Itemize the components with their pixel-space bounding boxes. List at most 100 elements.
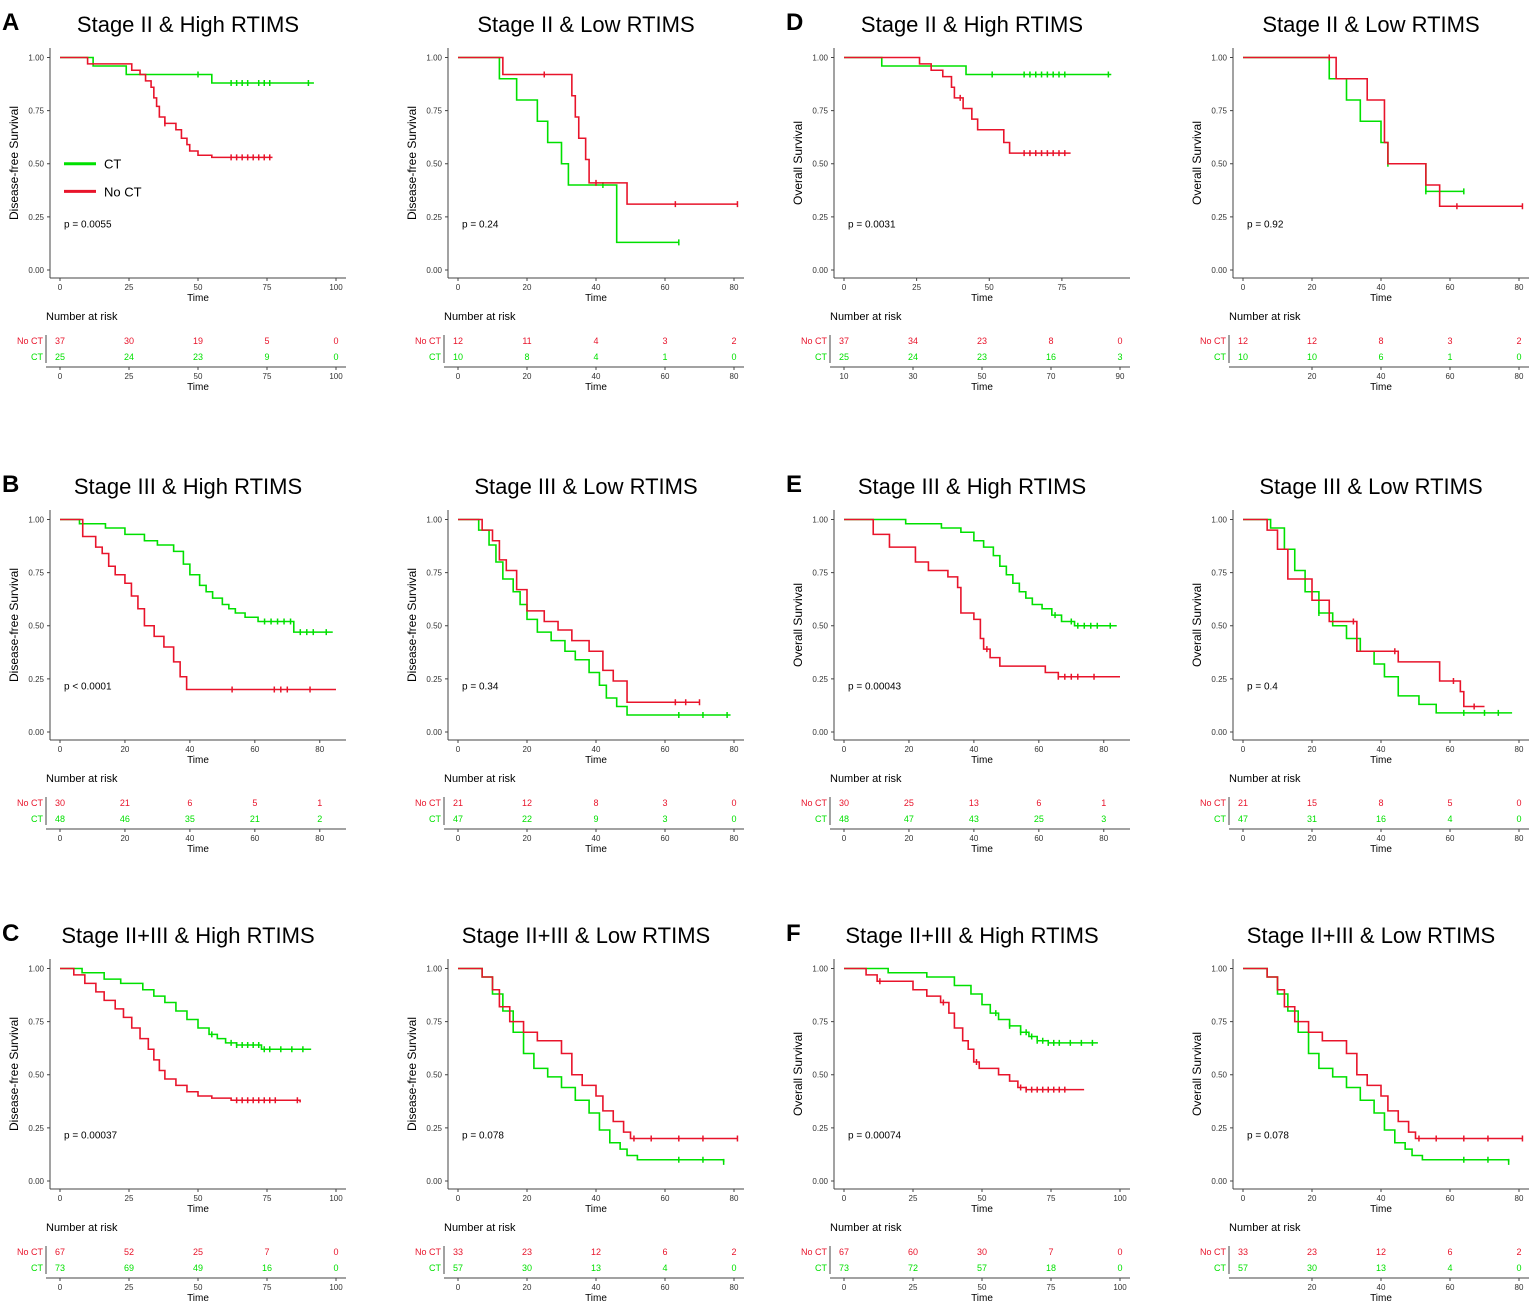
y-tick-label: 1.00: [28, 53, 44, 62]
survival-curve-ct: [60, 518, 333, 633]
risk-value-no-ct: 23: [977, 336, 987, 346]
y-tick-label: 0.25: [28, 675, 44, 684]
risk-x-tick-label: 25: [125, 1283, 134, 1292]
risk-x-tick-label: 60: [1034, 834, 1043, 843]
risk-value-ct: 24: [124, 352, 134, 362]
x-tick-label: 80: [1515, 283, 1524, 292]
survival-curve-no-ct: [60, 56, 273, 159]
risk-value-ct: 16: [1376, 814, 1386, 824]
y-axis-label: Disease-free Survival: [7, 106, 21, 220]
risk-x-tick-label: 20: [120, 834, 129, 843]
y-tick-label: 1.00: [812, 53, 828, 62]
y-tick-label: 1.00: [28, 964, 44, 973]
risk-x-tick-label: 0: [456, 1283, 461, 1292]
risk-value-no-ct: 12: [1376, 1247, 1386, 1257]
risk-value-ct: 48: [839, 814, 849, 824]
y-tick-label: 0.25: [812, 1124, 828, 1133]
x-tick-label: 50: [985, 283, 994, 292]
survival-curve-ct: [844, 967, 1098, 1044]
risk-x-axis-label: Time: [971, 844, 993, 855]
x-axis-label: Time: [187, 293, 209, 304]
risk-value-no-ct: 8: [1378, 336, 1383, 346]
risk-value-no-ct: 12: [1307, 336, 1317, 346]
risk-value-ct: 4: [662, 1263, 667, 1273]
y-tick-label: 0.50: [1211, 160, 1227, 169]
risk-table-title: Number at risk: [46, 311, 118, 323]
survival-curve-ct: [1243, 518, 1513, 714]
y-tick-label: 0.75: [812, 107, 828, 116]
risk-table-title: Number at risk: [444, 1222, 516, 1234]
x-tick-label: 80: [730, 745, 739, 754]
risk-x-tick-label: 40: [1377, 372, 1386, 381]
risk-value-ct: 21: [250, 814, 260, 824]
survival-curve-ct: [60, 56, 314, 84]
x-tick-label: 25: [909, 1194, 918, 1203]
risk-value-no-ct: 34: [908, 336, 918, 346]
x-axis-label: Time: [1370, 755, 1392, 766]
risk-value-ct: 57: [453, 1263, 463, 1273]
y-axis-label: Disease-free Survival: [405, 1017, 419, 1131]
y-tick-label: 0.00: [812, 728, 828, 737]
x-tick-label: 0: [1241, 283, 1246, 292]
risk-x-tick-label: 0: [456, 372, 461, 381]
chart-title: Stage II & High RTIMS: [861, 12, 1083, 37]
risk-value-ct: 0: [1117, 1263, 1122, 1273]
y-axis-label: Disease-free Survival: [405, 568, 419, 682]
risk-value-ct: 0: [731, 1263, 736, 1273]
risk-value-ct: 10: [1238, 352, 1248, 362]
survival-curve-ct: [60, 967, 312, 1051]
risk-x-axis-label: Time: [971, 1293, 993, 1301]
risk-value-no-ct: 25: [904, 798, 914, 808]
p-value: p = 0.4: [1247, 681, 1278, 692]
risk-value-no-ct: 21: [120, 798, 130, 808]
x-tick-label: 80: [1099, 745, 1108, 754]
p-value: p = 0.0055: [64, 219, 112, 230]
risk-value-ct: 0: [1516, 814, 1521, 824]
risk-x-axis-label: Time: [585, 844, 607, 855]
x-tick-label: 20: [523, 283, 532, 292]
x-tick-label: 0: [58, 283, 63, 292]
risk-value-ct: 25: [839, 352, 849, 362]
y-tick-label: 1.00: [28, 515, 44, 524]
y-tick-label: 0.50: [812, 622, 828, 631]
risk-x-tick-label: 70: [1047, 372, 1056, 381]
risk-value-ct: 25: [55, 352, 65, 362]
risk-value-ct: 3: [662, 814, 667, 824]
x-axis-label: Time: [971, 293, 993, 304]
risk-value-no-ct: 33: [453, 1247, 463, 1257]
risk-value-ct: 47: [453, 814, 463, 824]
risk-value-no-ct: 12: [1238, 336, 1248, 346]
survival-curve-no-ct: [458, 967, 738, 1140]
risk-value-ct: 3: [1117, 352, 1122, 362]
risk-x-tick-label: 80: [730, 1283, 739, 1292]
risk-x-axis-label: Time: [187, 844, 209, 855]
risk-value-no-ct: 3: [662, 336, 667, 346]
risk-x-tick-label: 60: [250, 834, 259, 843]
x-tick-label: 0: [1241, 1194, 1246, 1203]
risk-value-no-ct: 6: [187, 798, 192, 808]
y-tick-label: 1.00: [1211, 515, 1227, 524]
risk-value-ct: 10: [453, 352, 463, 362]
risk-value-no-ct: 12: [522, 798, 532, 808]
risk-value-no-ct: 2: [1516, 1247, 1521, 1257]
y-tick-label: 0.75: [426, 1018, 442, 1027]
p-value: p = 0.078: [462, 1130, 504, 1141]
panel-letter: C: [2, 920, 19, 947]
p-value: p = 0.0031: [848, 219, 896, 230]
risk-value-no-ct: 7: [264, 1247, 269, 1257]
risk-x-tick-label: 80: [1515, 1283, 1524, 1292]
risk-x-tick-label: 20: [523, 372, 532, 381]
x-tick-label: 50: [194, 283, 203, 292]
y-tick-label: 0.75: [426, 569, 442, 578]
risk-value-ct: 2: [317, 814, 322, 824]
risk-value-no-ct: 12: [453, 336, 463, 346]
risk-table-title: Number at risk: [830, 773, 902, 785]
risk-value-no-ct: 25: [193, 1247, 203, 1257]
risk-x-tick-label: 0: [456, 834, 461, 843]
risk-value-ct: 25: [1034, 814, 1044, 824]
risk-value-ct: 1: [1447, 352, 1452, 362]
risk-x-tick-label: 80: [730, 834, 739, 843]
x-tick-label: 40: [1377, 745, 1386, 754]
y-tick-label: 0.75: [1211, 107, 1227, 116]
x-tick-label: 25: [912, 283, 921, 292]
